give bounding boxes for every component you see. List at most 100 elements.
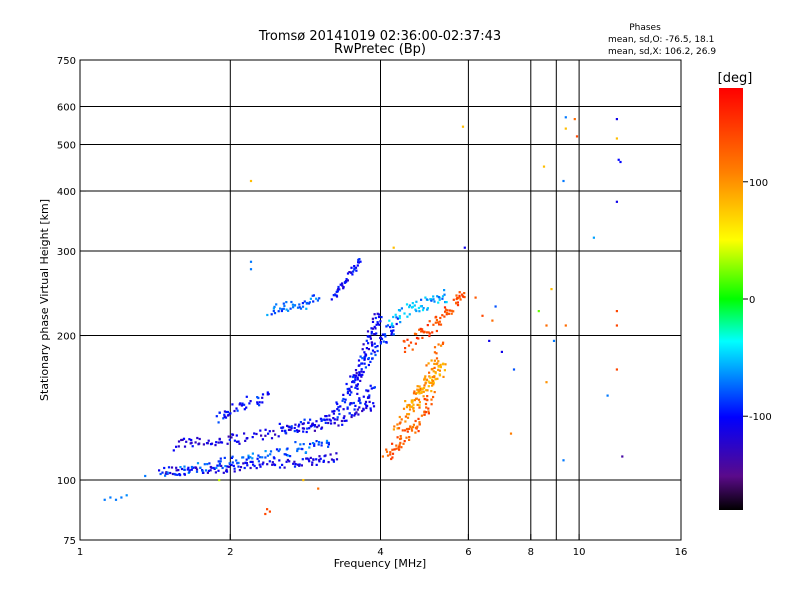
data-point [421, 328, 424, 331]
data-point [414, 397, 418, 400]
data-point [354, 266, 358, 269]
data-point [109, 496, 112, 499]
data-point [175, 445, 178, 448]
data-point [420, 414, 423, 417]
data-point [405, 436, 408, 439]
data-point [264, 450, 267, 453]
data-point [542, 165, 546, 168]
data-point [308, 427, 311, 430]
data-point [365, 339, 368, 342]
data-point [190, 468, 193, 471]
data-point [219, 460, 222, 463]
data-point [249, 268, 253, 271]
data-point [339, 405, 342, 408]
data-point [435, 315, 438, 318]
data-point [354, 369, 358, 372]
data-point [266, 463, 269, 466]
data-point [337, 409, 340, 412]
data-point [368, 394, 371, 397]
data-point [615, 368, 618, 371]
data-point [358, 397, 361, 400]
data-point [293, 465, 297, 468]
data-point [309, 442, 312, 446]
data-point [353, 408, 356, 411]
data-point [435, 352, 438, 355]
data-point [393, 448, 396, 451]
data-point [615, 118, 618, 121]
data-point [301, 458, 304, 461]
data-point [252, 463, 255, 466]
data-point [190, 438, 193, 442]
data-point [325, 415, 328, 418]
data-point [195, 470, 199, 473]
data-point [179, 474, 182, 477]
data-point [396, 427, 399, 430]
data-point [373, 386, 376, 389]
data-point [285, 308, 288, 311]
data-point [458, 294, 461, 297]
data-point [370, 341, 373, 344]
data-point [417, 430, 420, 433]
data-point [370, 352, 373, 355]
data-point [376, 345, 379, 348]
data-point [253, 464, 256, 468]
data-point [259, 429, 262, 432]
data-point [327, 461, 330, 464]
data-point [228, 438, 231, 441]
data-point [427, 412, 430, 415]
stats-line-o: mean, sd,O: -76.5, 18.1 [608, 35, 714, 45]
data-point [425, 364, 428, 367]
data-point [198, 442, 201, 445]
chart-title: Tromsø 20141019 02:36:00-02:37:43 [258, 29, 501, 44]
data-point [313, 424, 317, 427]
data-point [371, 357, 374, 360]
data-point [206, 471, 209, 474]
data-point [358, 406, 361, 409]
data-point [351, 375, 355, 379]
data-point [290, 300, 293, 304]
data-point [186, 468, 189, 471]
data-point [371, 317, 374, 320]
data-point [442, 362, 445, 365]
data-point [423, 377, 426, 380]
data-point [564, 116, 567, 119]
data-point [408, 436, 411, 439]
data-point [425, 398, 428, 401]
data-point [431, 384, 434, 387]
data-point [411, 302, 414, 305]
y-tick-label: 600 [57, 103, 76, 114]
data-point [315, 458, 318, 461]
data-point [392, 329, 395, 332]
data-point [235, 440, 239, 443]
data-point [441, 314, 444, 317]
data-point [398, 315, 401, 318]
data-point [268, 460, 271, 463]
x-axis-label: Frequency [MHz] [334, 557, 426, 570]
data-point [273, 463, 277, 467]
data-point [363, 362, 366, 365]
data-point [303, 300, 306, 303]
data-point [311, 463, 314, 466]
data-point [356, 264, 359, 267]
data-point [161, 471, 164, 474]
data-point [433, 362, 436, 365]
data-point [343, 401, 347, 404]
data-point [298, 464, 301, 467]
data-point [425, 378, 428, 381]
data-point [315, 420, 318, 423]
data-point [385, 325, 388, 328]
data-point [217, 441, 220, 444]
data-point [425, 298, 428, 301]
data-point [440, 344, 443, 347]
data-point [509, 432, 513, 435]
data-point [374, 353, 377, 357]
data-point [202, 443, 205, 446]
data-point [330, 458, 334, 461]
data-point [391, 322, 394, 325]
data-point [225, 470, 229, 473]
data-point [402, 339, 405, 343]
data-point [615, 310, 618, 313]
data-point [381, 455, 384, 458]
data-point [375, 323, 378, 326]
data-point [330, 422, 333, 425]
